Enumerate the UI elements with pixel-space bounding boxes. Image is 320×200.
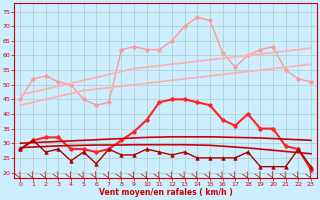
X-axis label: Vent moyen/en rafales ( km/h ): Vent moyen/en rafales ( km/h ) <box>99 188 233 197</box>
